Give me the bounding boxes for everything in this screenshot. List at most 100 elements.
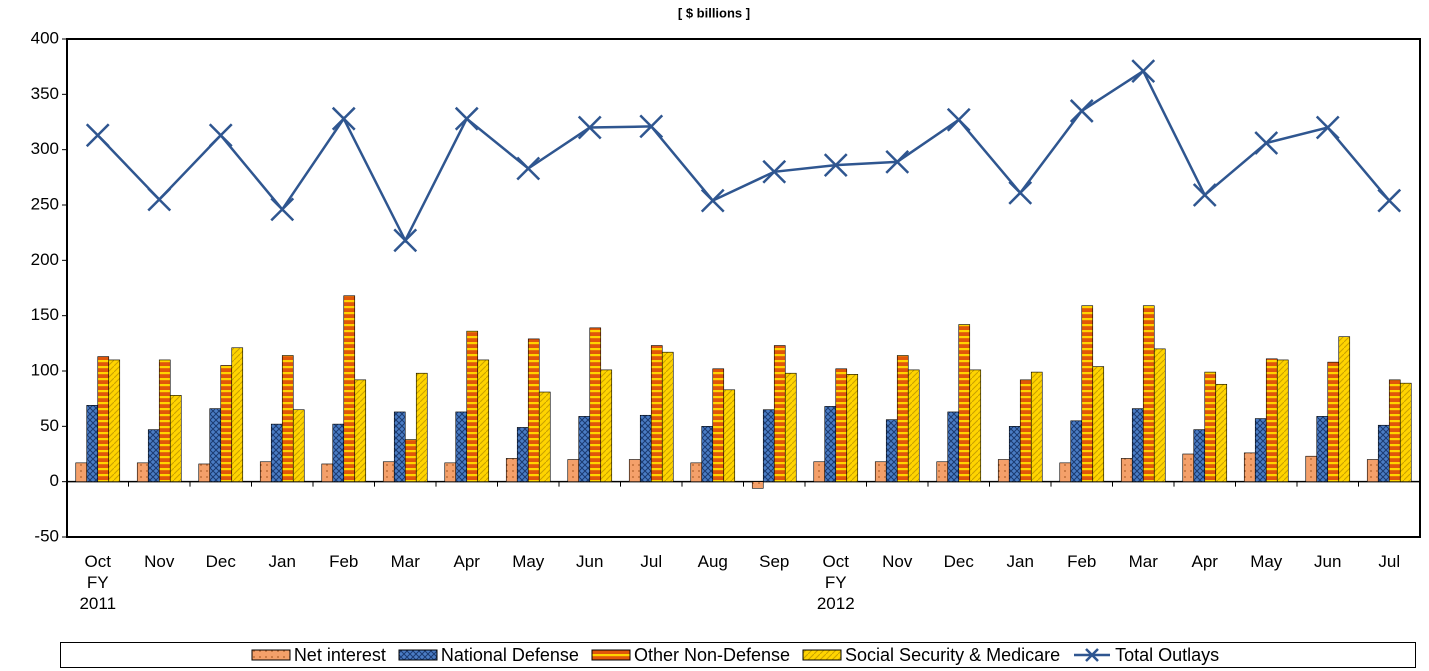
chart: [ $ billions ] -50 0 50 100 150 200 250 300 350 4…: [31, 5, 1421, 545]
x-tick-label: Dec: [943, 552, 974, 571]
legend-swatch: [398, 649, 438, 661]
x-tick-label: Mar: [1128, 552, 1158, 571]
bar: [1092, 366, 1105, 482]
line: [96, 69, 1391, 244]
bar: [415, 372, 428, 482]
bar: [220, 365, 233, 482]
bar: [169, 395, 182, 482]
legend-swatch: [802, 649, 842, 661]
x-tick-label: May: [1250, 552, 1283, 571]
bar: [332, 423, 345, 482]
bar: [1276, 359, 1289, 482]
bar: [589, 327, 602, 482]
bar: [1338, 336, 1351, 482]
bar: [661, 351, 674, 482]
bar: [516, 427, 529, 482]
bar: [628, 459, 641, 482]
line-marker: [331, 106, 356, 131]
bar: [292, 409, 305, 482]
y-tick-label: 300: [31, 139, 59, 158]
bar: [321, 463, 334, 482]
line-marker: [1254, 131, 1279, 155]
bar: [209, 408, 222, 482]
x-tick-label: Jun: [1314, 552, 1342, 571]
bar: [75, 462, 88, 482]
legend-label: Social Security & Medicare: [845, 644, 1061, 665]
x-tick-label: Aug: [697, 552, 728, 571]
bar: [86, 405, 99, 482]
legend-item: Total Outlays: [1072, 645, 1219, 666]
bar: [343, 295, 356, 482]
x-tick-label: Oct FY 2011: [79, 552, 117, 613]
bar: [1399, 382, 1412, 482]
line-marker: [1069, 99, 1094, 123]
bar: [1120, 458, 1133, 482]
bar: [1204, 371, 1217, 482]
bar: [762, 409, 775, 482]
y-tick-label: 0: [50, 471, 59, 490]
x-tick-label: Jan: [268, 552, 296, 571]
bar: [947, 411, 960, 482]
x-tick-label: Nov: [882, 552, 913, 571]
line-marker: [270, 197, 295, 222]
bar: [136, 462, 149, 482]
x-tick-label: Dec: [205, 552, 236, 571]
bar: [1142, 305, 1155, 482]
legend-swatch: [1074, 648, 1111, 662]
line-marker: [762, 159, 787, 184]
y-tick-label: 150: [31, 305, 59, 324]
bar: [354, 379, 367, 482]
x-tick-label: Jul: [640, 552, 663, 571]
legend-item: Other Non-Defense: [591, 645, 790, 666]
x-tick-label: Jul: [1378, 552, 1401, 571]
bar: [281, 355, 294, 482]
line-marker: [85, 123, 110, 148]
legend-label: Other Non-Defense: [633, 644, 791, 665]
x-tick-label: May: [512, 552, 545, 571]
line-marker: [1315, 115, 1340, 140]
bar: [874, 461, 887, 482]
bar: [1131, 408, 1144, 482]
bar: [773, 345, 786, 482]
bar: [936, 461, 949, 482]
legend-swatch: [591, 649, 631, 661]
bar: [444, 462, 457, 482]
bar: [455, 411, 468, 482]
bar: [997, 459, 1010, 482]
bar: [751, 481, 764, 489]
bar: [958, 324, 971, 482]
x-tick-label: Apr: [453, 552, 480, 571]
bar: [639, 414, 652, 482]
bar: [600, 369, 613, 482]
bar: [784, 372, 797, 482]
line-marker: [454, 106, 479, 131]
bar: [477, 359, 490, 482]
bar: [270, 423, 283, 482]
bar: [1008, 426, 1021, 482]
bar: [1327, 361, 1340, 482]
bar: [108, 359, 121, 482]
bar: [538, 391, 551, 482]
legend-swatch: [251, 649, 291, 661]
x-tick-label: Jun: [576, 552, 604, 571]
bar: [198, 463, 211, 482]
legend-item: Social Security & Medicare: [802, 645, 1060, 666]
bar: [1305, 455, 1318, 482]
bar: [1243, 452, 1256, 482]
x-tick-label: Oct FY 2012: [816, 552, 855, 613]
bar: [846, 374, 859, 482]
bar: [1215, 383, 1228, 482]
bar: [690, 462, 703, 482]
bar: [824, 406, 837, 482]
y-tick-label: -50: [34, 526, 59, 545]
bar: [404, 439, 417, 482]
bar: [1070, 420, 1083, 482]
legend-item: Net interest: [251, 645, 386, 666]
bar: [701, 426, 714, 482]
bar: [1019, 379, 1032, 482]
bar: [907, 369, 920, 482]
line-marker: [1008, 180, 1033, 205]
bar: [393, 411, 406, 482]
bar: [505, 458, 518, 482]
